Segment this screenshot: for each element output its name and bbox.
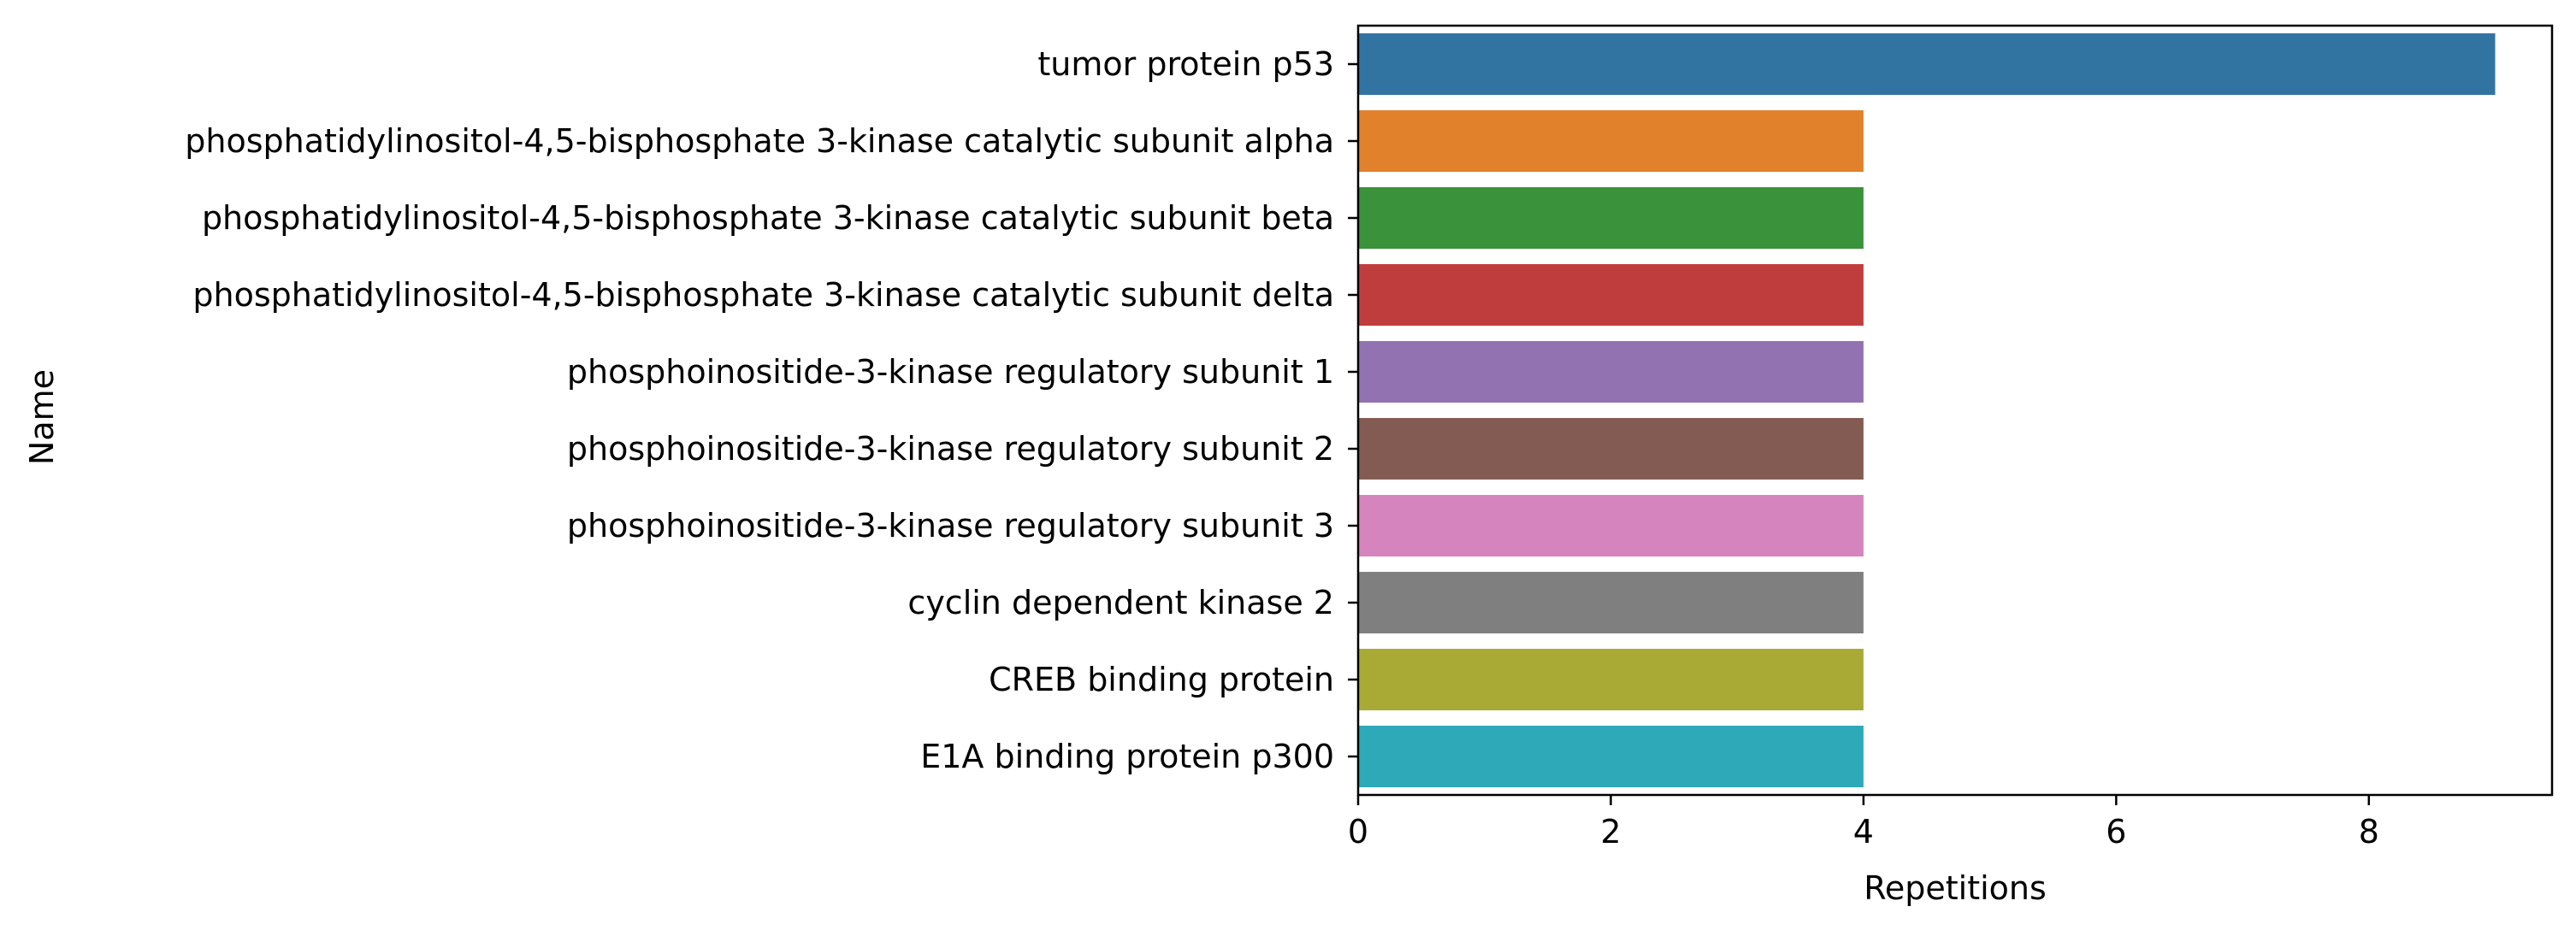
x-axis-ticks: 0 2 4 6 8 [1348,795,2379,851]
category-label-6: phosphoinositide-3-kinase regulatory sub… [567,507,1334,545]
bar-9 [1358,726,1864,787]
bar-0 [1358,33,2496,95]
bar-2 [1358,187,1864,249]
bar-6 [1358,495,1864,556]
category-label-1: phosphatidylinositol-4,5-bisphosphate 3-… [185,122,1334,160]
category-label-5: phosphoinositide-3-kinase regulatory sub… [567,430,1334,468]
category-label-9: E1A binding protein p300 [920,738,1334,775]
x-tick-label-0: 0 [1348,813,1368,851]
x-tick-label-2: 4 [1853,813,1874,851]
category-label-4: phosphoinositide-3-kinase regulatory sub… [567,353,1334,391]
bar-1 [1358,110,1864,172]
x-tick-label-4: 8 [2359,813,2379,851]
category-label-8: CREB binding protein [989,661,1334,698]
bar-3 [1358,264,1864,326]
bar-5 [1358,418,1864,480]
x-tick-label-1: 2 [1600,813,1621,851]
x-axis-title: Repetitions [1864,869,2047,907]
category-label-0: tumor protein p53 [1037,45,1334,83]
y-axis-title: Name [23,369,61,465]
category-label-7: cyclin dependent kinase 2 [907,584,1334,621]
x-tick-label-3: 6 [2106,813,2126,851]
category-labels: tumor protein p53 phosphatidylinositol-4,… [185,45,1358,775]
bar-7 [1358,572,1864,633]
category-label-2: phosphatidylinositol-4,5-bisphosphate 3-… [202,199,1334,237]
plot-frame [1356,24,2554,797]
bar-8 [1358,649,1864,710]
category-label-3: phosphatidylinositol-4,5-bisphosphate 3-… [192,276,1334,314]
bar-4 [1358,341,1864,403]
bars-group [1358,33,2496,787]
